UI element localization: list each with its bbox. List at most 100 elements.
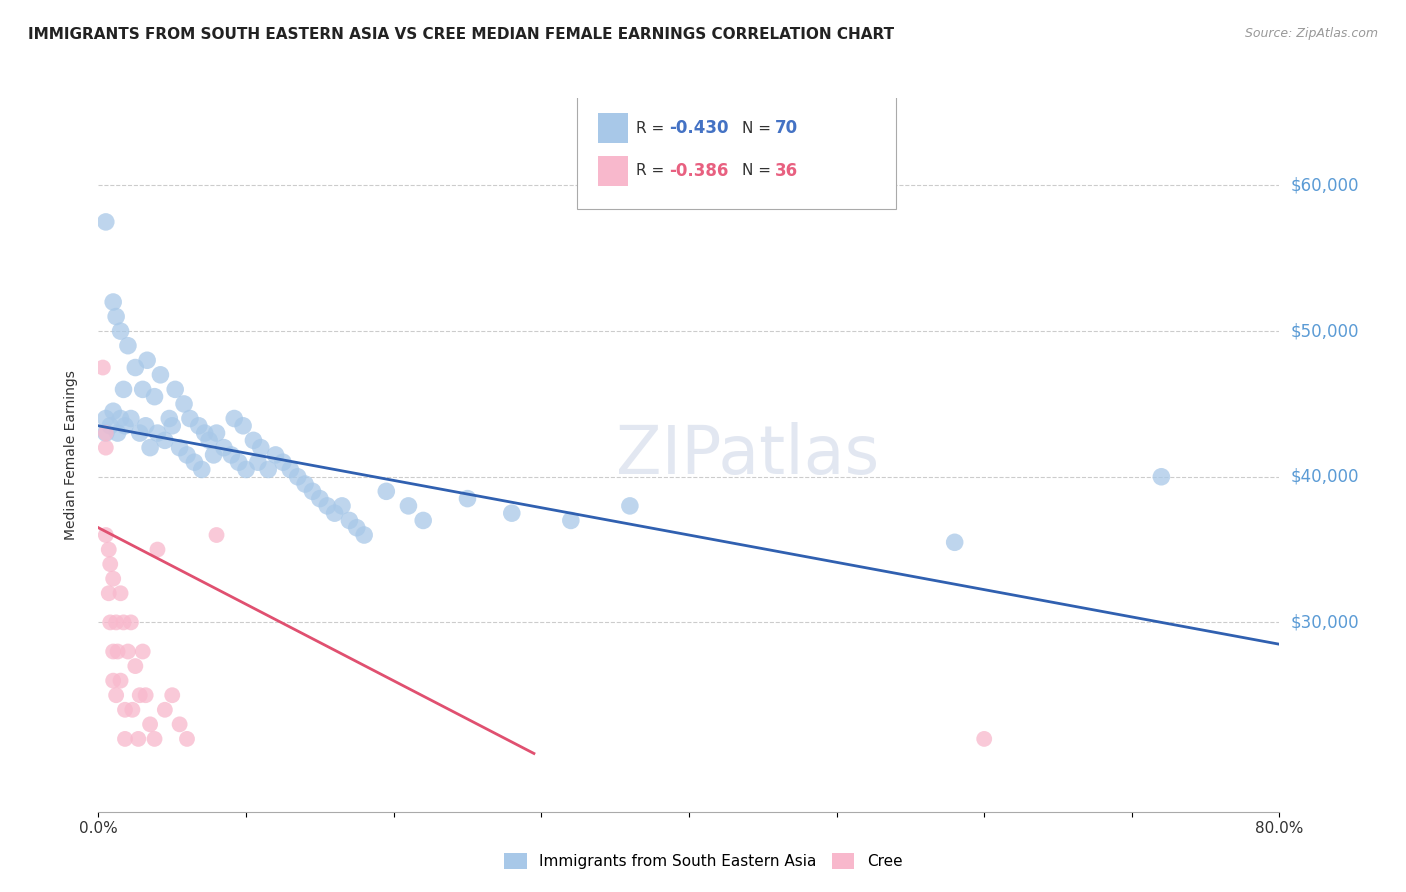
- Point: [103, 644, 125, 658]
- Point: [173, 397, 195, 411]
- Point: [110, 411, 132, 425]
- Text: 70: 70: [775, 120, 799, 137]
- Point: [176, 731, 198, 746]
- Point: [124, 360, 146, 375]
- Text: $30,000: $30,000: [1291, 614, 1360, 632]
- Point: [346, 521, 368, 535]
- Point: [353, 528, 375, 542]
- Point: [309, 491, 332, 506]
- Point: [191, 462, 214, 476]
- Point: [94, 426, 117, 441]
- Point: [169, 441, 191, 455]
- Point: [1150, 469, 1173, 483]
- Point: [103, 673, 125, 688]
- Point: [112, 383, 135, 397]
- Point: [105, 615, 128, 630]
- Point: [124, 659, 146, 673]
- Point: [301, 484, 323, 499]
- Point: [228, 455, 250, 469]
- Point: [132, 644, 155, 658]
- Bar: [598, 113, 627, 143]
- Point: [94, 215, 117, 229]
- Point: [287, 469, 309, 483]
- Text: $60,000: $60,000: [1291, 177, 1360, 194]
- Point: [153, 434, 176, 448]
- Text: -0.430: -0.430: [669, 120, 728, 137]
- Point: [105, 688, 128, 702]
- Point: [117, 644, 139, 658]
- Point: [135, 688, 157, 702]
- Point: [232, 418, 254, 433]
- Point: [114, 703, 136, 717]
- Point: [105, 310, 128, 324]
- Point: [139, 717, 162, 731]
- Point: [107, 426, 129, 441]
- Point: [323, 506, 346, 520]
- Point: [97, 586, 120, 600]
- Point: [198, 434, 221, 448]
- Point: [128, 688, 150, 702]
- Point: [121, 703, 143, 717]
- Point: [560, 513, 582, 527]
- Point: [110, 324, 132, 338]
- Point: [202, 448, 225, 462]
- Point: [194, 426, 217, 441]
- Point: [212, 441, 235, 455]
- Point: [264, 448, 287, 462]
- Point: [97, 542, 120, 557]
- Point: [271, 455, 294, 469]
- Point: [112, 615, 135, 630]
- Point: [98, 615, 121, 630]
- Point: [146, 426, 169, 441]
- Point: [127, 731, 149, 746]
- Point: [132, 383, 155, 397]
- Legend: Immigrants from South Eastern Asia, Cree: Immigrants from South Eastern Asia, Cree: [498, 847, 908, 875]
- Point: [205, 426, 228, 441]
- Point: [136, 353, 159, 368]
- Point: [250, 441, 273, 455]
- Point: [146, 542, 169, 557]
- Text: Source: ZipAtlas.com: Source: ZipAtlas.com: [1244, 27, 1378, 40]
- Point: [501, 506, 523, 520]
- Point: [219, 448, 242, 462]
- Point: [619, 499, 641, 513]
- Point: [120, 615, 142, 630]
- Point: [162, 418, 183, 433]
- Text: N =: N =: [742, 163, 776, 178]
- Y-axis label: Median Female Earnings: Median Female Earnings: [63, 370, 77, 540]
- Point: [103, 295, 125, 310]
- Point: [205, 528, 228, 542]
- Point: [110, 586, 132, 600]
- Text: $40,000: $40,000: [1291, 467, 1360, 486]
- Point: [107, 644, 129, 658]
- Point: [103, 572, 125, 586]
- Text: R =: R =: [636, 163, 669, 178]
- Point: [157, 411, 180, 425]
- Text: 36: 36: [775, 162, 799, 180]
- Point: [224, 411, 246, 425]
- Point: [330, 499, 353, 513]
- Point: [246, 455, 269, 469]
- FancyBboxPatch shape: [576, 95, 896, 209]
- Point: [94, 411, 117, 425]
- Point: [257, 462, 280, 476]
- Point: [117, 339, 139, 353]
- Point: [128, 426, 150, 441]
- Point: [143, 390, 166, 404]
- Point: [149, 368, 172, 382]
- Point: [456, 491, 478, 506]
- Text: R =: R =: [636, 120, 669, 136]
- Point: [135, 418, 157, 433]
- Point: [143, 731, 166, 746]
- Point: [242, 434, 264, 448]
- Point: [187, 418, 209, 433]
- Text: ZIPatlas: ZIPatlas: [616, 422, 880, 488]
- Point: [169, 717, 191, 731]
- Point: [114, 731, 136, 746]
- Point: [120, 411, 142, 425]
- Point: [412, 513, 434, 527]
- Text: IMMIGRANTS FROM SOUTH EASTERN ASIA VS CREE MEDIAN FEMALE EARNINGS CORRELATION CH: IMMIGRANTS FROM SOUTH EASTERN ASIA VS CR…: [28, 27, 894, 42]
- Point: [139, 441, 162, 455]
- Text: N =: N =: [742, 120, 776, 136]
- Point: [316, 499, 339, 513]
